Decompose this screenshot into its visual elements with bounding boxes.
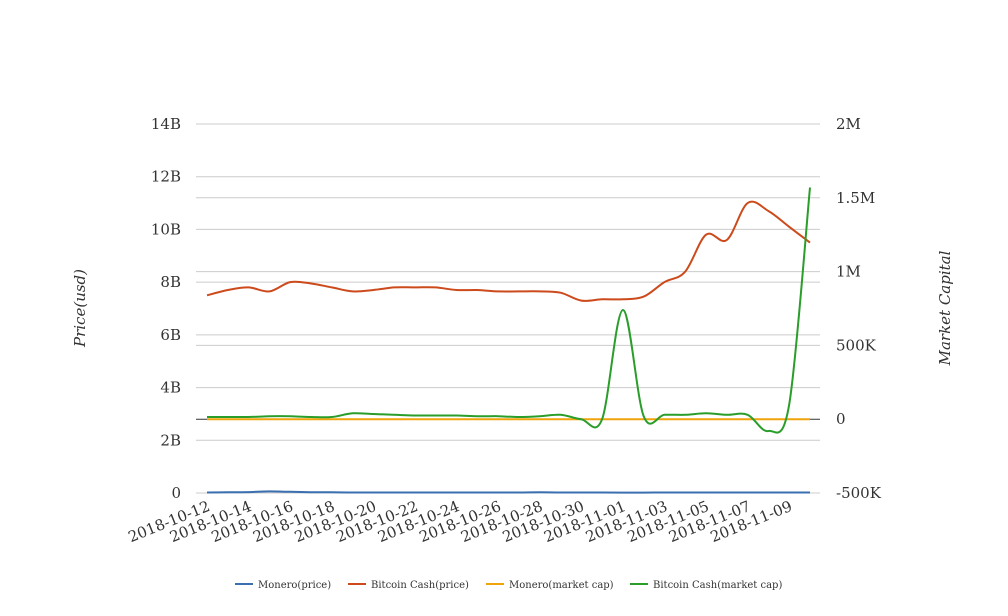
gridlines [196,123,820,494]
y-right-tick-label: 500K [836,336,877,354]
y-right-axis-title: Market Capital [936,250,954,366]
y-left-tick-label: 4B [160,379,181,397]
y-right-tick-label: -500K [836,484,882,502]
y-left-tick-label: 6B [160,326,181,344]
legend-label: Bitcoin Cash(market cap) [653,580,782,591]
y-right-tick-label: 0 [836,410,846,428]
y-left-tick-label: 14B [151,115,181,133]
y-right-tick-label: 2M [836,115,861,133]
series-line-bitcoin-cash-market-cap [206,187,811,434]
legend: Monero(price) Bitcoin Cash(price) Monero(m… [235,580,782,591]
y-left-tick-label: 10B [151,220,181,238]
series-line-bitcoin-cash-price [206,200,811,302]
legend-label: Monero(market cap) [509,580,614,591]
y-right-tick-label: 1.5M [836,189,875,207]
y-left-tick-label: 12B [151,168,181,186]
y-left-axis-title: Price(usd) [71,269,89,348]
y-left-tick-label: 0 [171,484,181,502]
y-left-tick-label: 2B [160,431,181,449]
left-axis-ticks: 0 2B 4B 6B 8B 10B 12B 14B [151,115,181,502]
legend-label: Bitcoin Cash(price) [371,580,469,591]
x-axis-ticks: 2018-10-122018-10-142018-10-162018-10-18… [126,497,795,546]
right-axis-ticks: -500K 0 500K 1M 1.5M 2M [836,115,882,502]
y-left-tick-label: 8B [160,273,181,291]
y-right-tick-label: 1M [836,263,861,281]
legend-label: Monero(price) [258,580,331,591]
series-line-monero-price [206,490,810,494]
series-lines [206,187,811,494]
